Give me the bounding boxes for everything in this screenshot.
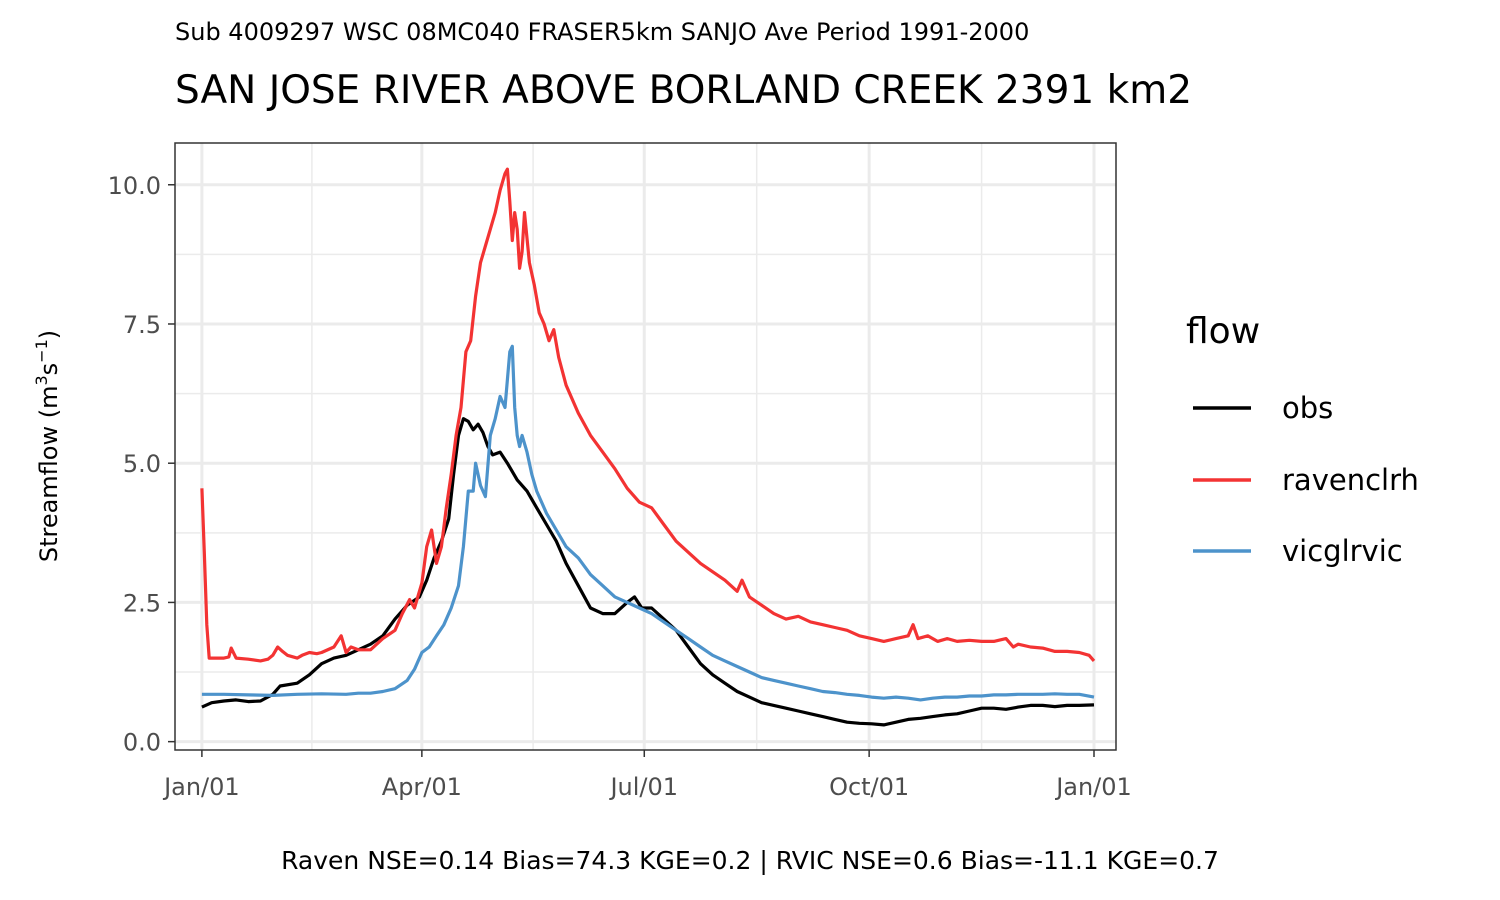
x-tick-label: Apr/01: [382, 773, 462, 801]
legend-label-vicglrvic: vicglrvic: [1282, 534, 1403, 568]
legend-label-ravenclrh: ravenclrh: [1282, 463, 1419, 497]
y-axis-title-end: ): [35, 330, 63, 339]
major-gridlines: [175, 143, 1116, 750]
y-tick-label: 10.0: [108, 172, 161, 200]
x-tick-label: Jan/01: [162, 773, 240, 801]
y-tick-label: 5.0: [123, 450, 161, 478]
series-line-vicglrvic: [201, 344, 1095, 702]
y-axis: 0.0 2.5 5.0 7.5 10.0: [108, 172, 175, 757]
y-axis-title-sup2: −1: [32, 339, 51, 363]
legend: flow obs ravenclrh vicglrvic: [1186, 311, 1419, 568]
series-lines: [200, 167, 1096, 727]
y-axis-title-mid: s: [35, 363, 63, 376]
x-axis: Jan/01 Apr/01 Jul/01 Oct/01 Jan/01: [162, 750, 1132, 801]
x-tick-label: Oct/01: [829, 773, 909, 801]
legend-label-obs: obs: [1282, 391, 1333, 425]
y-axis-title-sup1: 3: [32, 375, 51, 385]
chart-title: SAN JOSE RIVER ABOVE BORLAND CREEK 2391 …: [175, 68, 1193, 113]
y-axis-title-main: Streamflow (m: [35, 386, 63, 563]
x-tick-label: Jan/01: [1054, 773, 1132, 801]
y-tick-label: 7.5: [123, 311, 161, 339]
plot-panel-border: [174, 142, 1117, 751]
chart-subtitle: Sub 4009297 WSC 08MC040 FRASER5km SANJO …: [175, 18, 1030, 46]
y-tick-label: 0.0: [123, 729, 161, 757]
y-tick-label: 2.5: [123, 589, 161, 617]
legend-title: flow: [1186, 311, 1260, 352]
model-metrics-caption: Raven NSE=0.14 Bias=74.3 KGE=0.2 | RVIC …: [281, 846, 1219, 875]
y-axis-title: Streamflow (m3s−1): [32, 330, 63, 562]
series-line-obs: [201, 417, 1095, 727]
x-tick-label: Jul/01: [608, 773, 678, 801]
series-line-ravenclrh: [200, 167, 1096, 663]
